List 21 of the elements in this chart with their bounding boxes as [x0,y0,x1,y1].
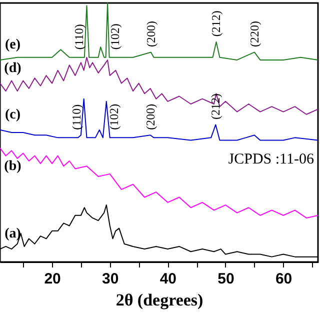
annotation: (200) [143,104,158,130]
x-tick-label: 60 [275,270,292,288]
annotation: (212) [209,10,224,37]
annotation: (102) [106,104,121,130]
x-tick-label: 30 [102,270,119,288]
series-label: (a) [4,226,22,242]
series-label: (c) [4,107,21,122]
series-label: (d) [4,60,22,76]
annotation: JCPDS :11-06 [228,151,314,168]
x-axis-title: 2θ (degrees) [116,290,204,310]
series-label: (b) [4,159,22,174]
annotation: (212) [208,94,223,120]
x-tick-label: 50 [218,270,234,288]
annotation: (200) [144,21,158,48]
annotation: (102) [108,24,122,50]
series-label: (e) [4,37,21,52]
annotation: (220) [247,21,262,48]
annotation: (110) [72,24,86,50]
x-tick-label: 40 [160,270,177,288]
x-tick-label: 20 [44,270,61,288]
annotation: (110) [69,104,84,130]
